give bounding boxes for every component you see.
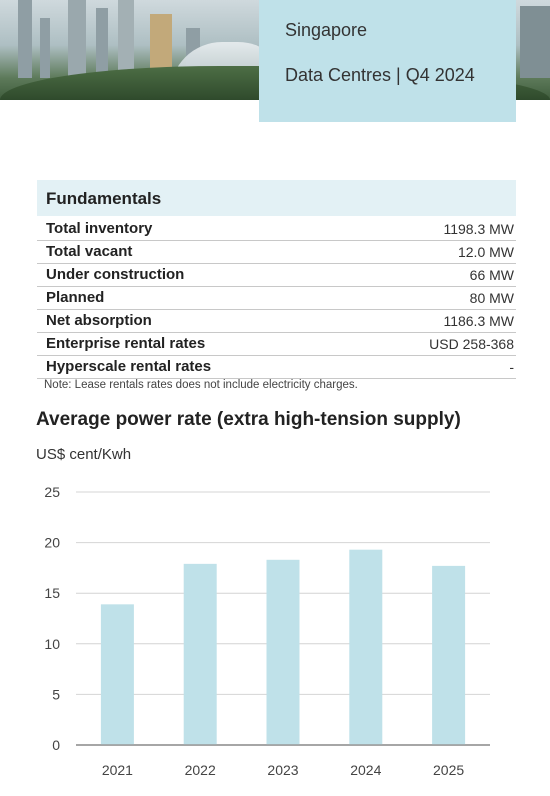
row-value: 12.0 MW bbox=[457, 244, 514, 260]
row-value: USD 258-368 bbox=[429, 336, 514, 352]
row-value: - bbox=[509, 359, 514, 375]
fundamentals-note: Note: Lease rentals rates does not inclu… bbox=[44, 379, 358, 391]
row-label: Total inventory bbox=[46, 220, 153, 237]
report-subtitle: Data Centres | Q4 2024 bbox=[285, 65, 475, 85]
title-box: Singapore Data Centres | Q4 2024 bbox=[259, 0, 516, 122]
y-tick-label: 25 bbox=[44, 484, 60, 500]
fundamentals-header: Fundamentals bbox=[37, 180, 516, 216]
row-label: Total vacant bbox=[46, 243, 133, 260]
fundamentals-row-total-vacant: Total vacant 12.0 MW bbox=[37, 240, 516, 264]
x-tick-label: 2023 bbox=[267, 762, 298, 778]
row-value: 66 MW bbox=[469, 267, 514, 283]
row-label: Net absorption bbox=[46, 312, 152, 329]
fundamentals-row-net-absorption: Net absorption 1186.3 MW bbox=[37, 309, 516, 333]
bar-2024 bbox=[349, 549, 383, 745]
row-value: 1186.3 MW bbox=[443, 313, 514, 329]
fundamentals-row-hyperscale-rental-rates: Hyperscale rental rates - bbox=[37, 355, 516, 379]
fundamentals-row-enterprise-rental-rates: Enterprise rental rates USD 258-368 bbox=[37, 332, 516, 356]
x-tick-label: 2022 bbox=[185, 762, 216, 778]
bar-2025 bbox=[432, 565, 466, 745]
y-tick-label: 5 bbox=[52, 686, 60, 702]
fundamentals-row-planned: Planned 80 MW bbox=[37, 286, 516, 310]
x-tick-label: 2024 bbox=[350, 762, 381, 778]
location-title: Singapore bbox=[285, 20, 368, 40]
row-label: Hyperscale rental rates bbox=[46, 358, 212, 375]
bar-2021 bbox=[100, 604, 134, 745]
bar-2023 bbox=[266, 559, 300, 745]
y-axis-unit-label: US$ cent/Kwh bbox=[36, 446, 132, 463]
row-value: 80 MW bbox=[469, 290, 514, 306]
fundamentals-row-under-construction: Under construction 66 MW bbox=[37, 263, 516, 287]
y-tick-label: 20 bbox=[44, 535, 60, 551]
bar-2022 bbox=[183, 563, 217, 745]
y-tick-label: 10 bbox=[44, 636, 60, 652]
row-value: 1198.3 MW bbox=[443, 221, 514, 237]
y-tick-label: 0 bbox=[52, 737, 60, 753]
fundamentals-row-total-inventory: Total inventory 1198.3 MW bbox=[37, 217, 516, 241]
chart-title: Average power rate (extra high-tension s… bbox=[36, 409, 461, 430]
row-label: Under construction bbox=[46, 266, 185, 283]
fundamentals-title: Fundamentals bbox=[46, 189, 162, 208]
x-tick-label: 2021 bbox=[102, 762, 133, 778]
row-label: Enterprise rental rates bbox=[46, 335, 206, 352]
row-label: Planned bbox=[46, 289, 105, 306]
x-tick-label: 2025 bbox=[433, 762, 464, 778]
y-tick-label: 15 bbox=[44, 585, 60, 601]
